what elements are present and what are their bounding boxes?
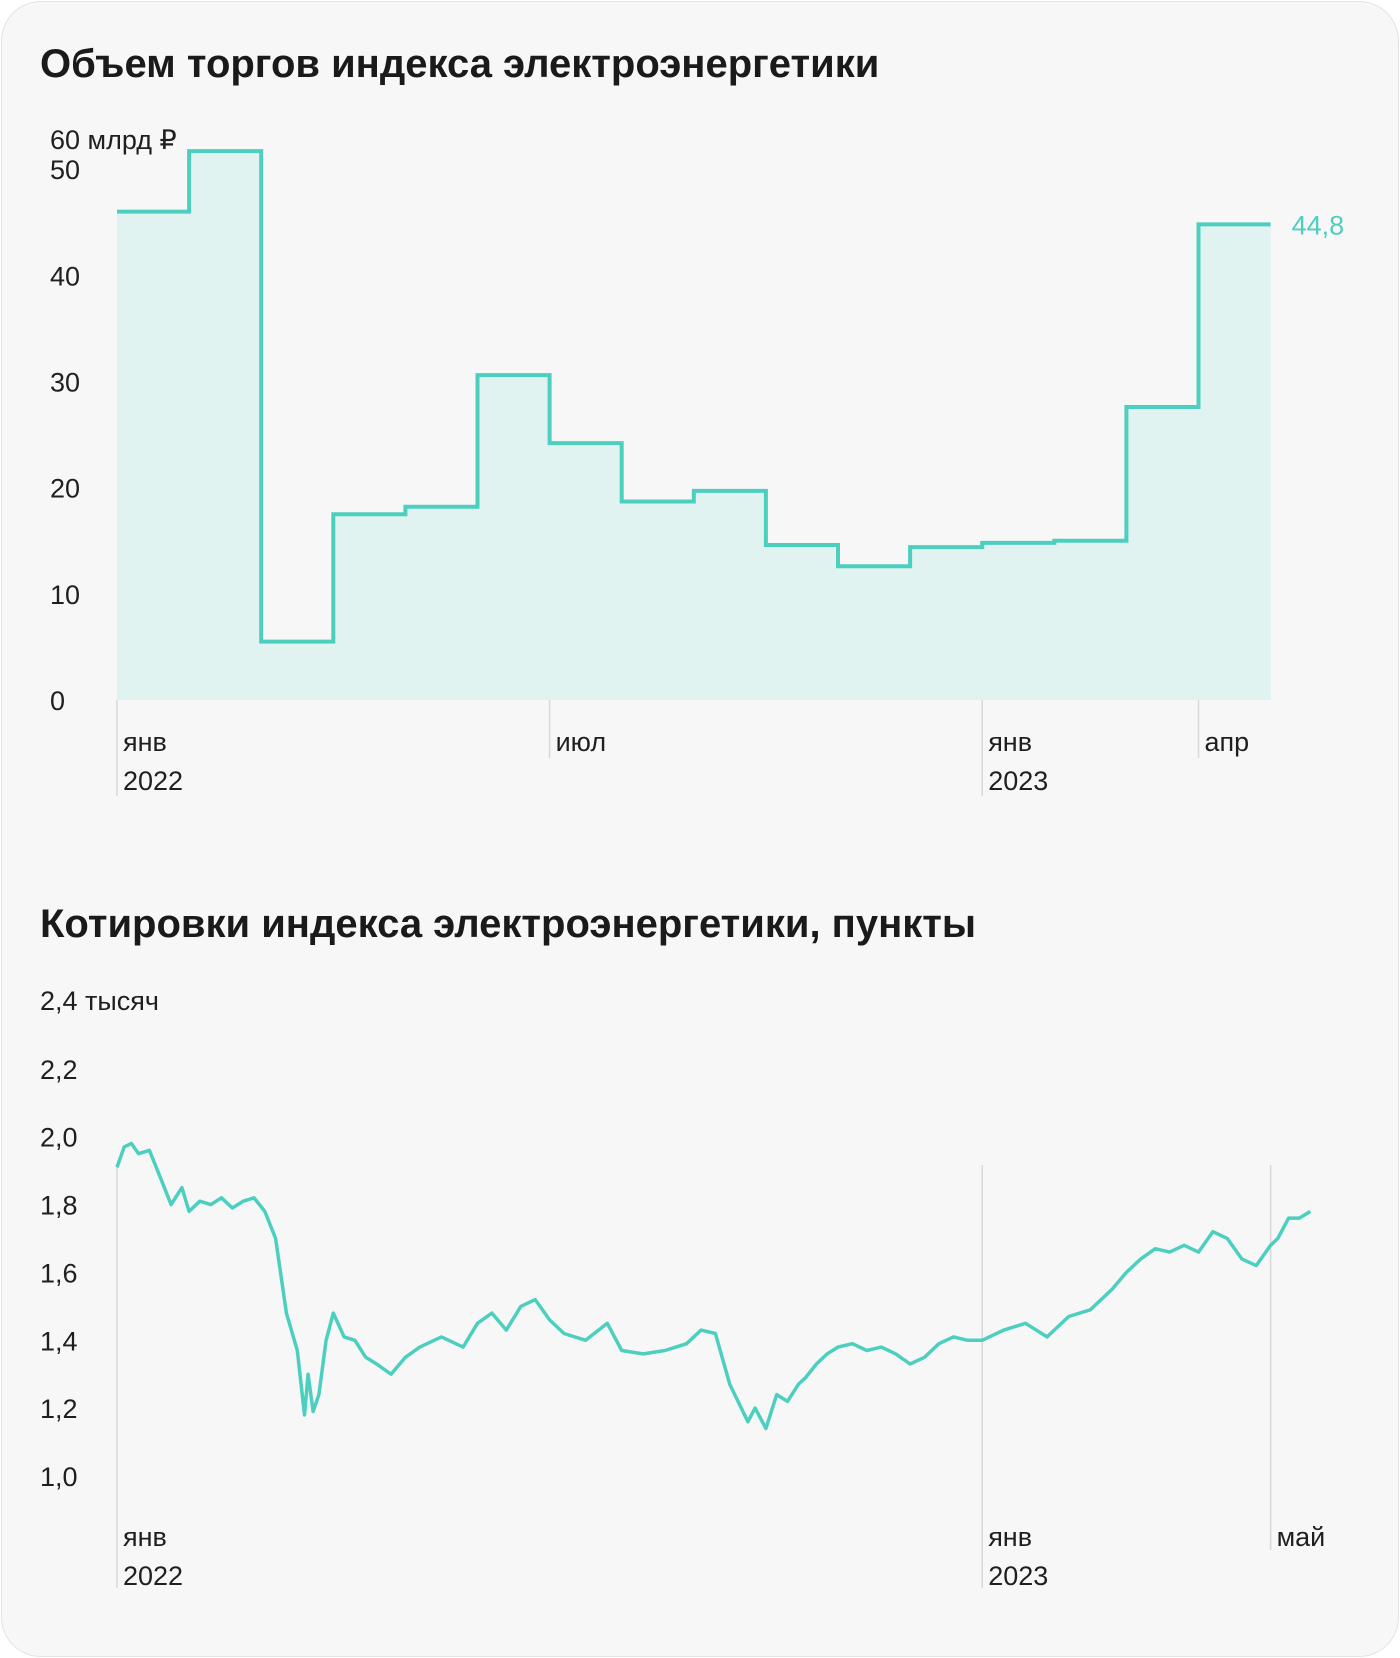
y-tick-label: 1,6 (40, 1258, 78, 1288)
volume-area (117, 151, 1271, 700)
x-tick-year: 2022 (123, 766, 183, 796)
y-tick-label: 1,8 (40, 1191, 78, 1221)
y-tick-label: 1,2 (40, 1394, 78, 1424)
y-tick-label: 30 (50, 368, 80, 398)
y-tick-label: 20 (50, 474, 80, 504)
quotes-line (115, 1141, 1312, 1431)
x-tick-label: апр (1205, 727, 1250, 757)
volume-chart: 60 млрд ₽ 0 10 20 30 40 50 янв 2022 июл янв 2023 а… (50, 125, 1345, 796)
y-unit-label: 60 млрд ₽ (50, 125, 177, 155)
x-tick-label: янв (123, 1522, 167, 1552)
y-tick-label: 10 (50, 580, 80, 610)
volume-chart-title: Объем торгов индекса электроэнергетики (40, 42, 880, 86)
x-tick-label: май (1277, 1522, 1326, 1552)
x-tick-label: янв (988, 727, 1032, 757)
x-tick-label: янв (123, 727, 167, 757)
x-tick-label: янв (988, 1522, 1032, 1552)
y-tick-label: 40 (50, 261, 80, 291)
last-value-label: 44,8 (1292, 210, 1345, 240)
x-tick-label: июл (556, 727, 607, 757)
x-tick-year: 2023 (988, 1561, 1048, 1591)
y-tick-label: 1,4 (40, 1326, 78, 1356)
y-tick-label: 2,2 (40, 1055, 78, 1085)
y-tick-label: 0 (50, 686, 65, 716)
y-tick-label: 50 (50, 155, 80, 185)
x-tick-year: 2023 (988, 766, 1048, 796)
y-unit-label: 2,4 тысяч (40, 986, 159, 1016)
volume-line (117, 149, 1271, 644)
y-tick-label: 2,0 (40, 1123, 78, 1153)
quotes-chart-title: Котировки индекса электроэнергетики, пун… (40, 902, 977, 946)
x-tick-year: 2022 (123, 1561, 183, 1591)
y-tick-label: 1,0 (40, 1462, 78, 1492)
